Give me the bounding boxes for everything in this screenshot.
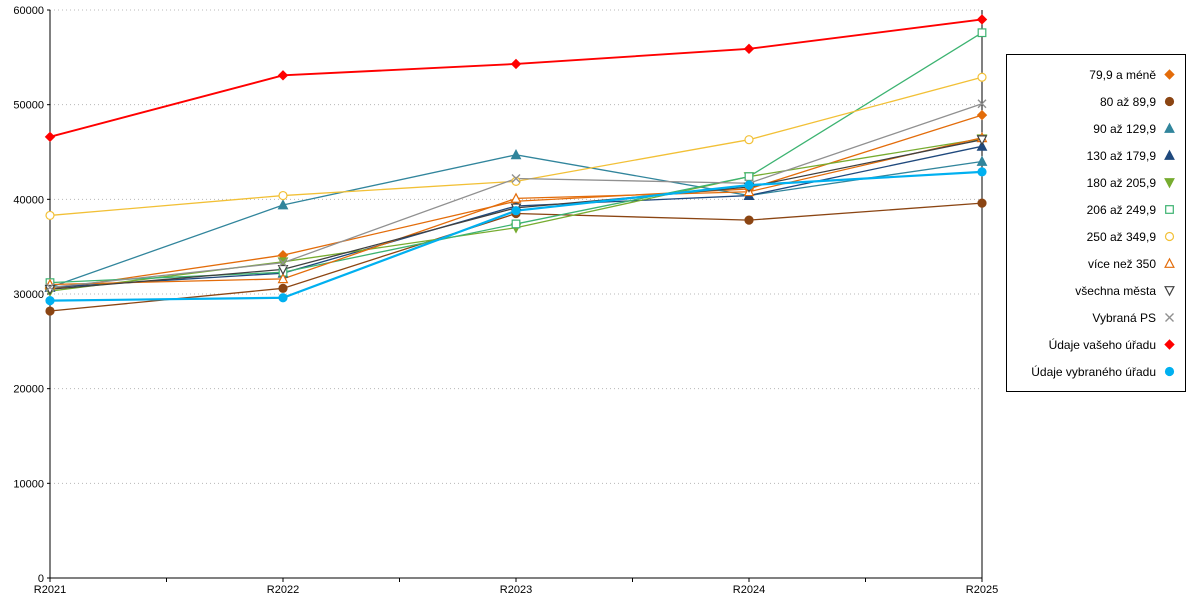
y-axis-label: 60000 xyxy=(13,5,44,17)
marker-square-icon xyxy=(744,172,754,182)
marker-triangle-up-icon xyxy=(277,272,289,284)
legend-label: 206 až 249,9 xyxy=(1086,202,1156,217)
marker-circle-icon xyxy=(45,210,55,221)
marker-circle-icon xyxy=(977,198,987,208)
marker-circle-icon xyxy=(511,176,521,186)
legend-item: 80 až 89,9 xyxy=(1015,93,1177,110)
legend-label: Údaje vašeho úřadu xyxy=(1048,337,1156,352)
marker-diamond-icon xyxy=(1164,339,1175,350)
legend-label: 90 až 129,9 xyxy=(1093,121,1156,136)
legend-marker-diamond-icon xyxy=(1164,339,1175,350)
legend-item: Údaje vybraného úřadu xyxy=(1015,363,1177,380)
marker-diamond-icon xyxy=(510,58,522,70)
legend-marker-circle-icon xyxy=(1164,231,1175,242)
marker-triangle-up-icon xyxy=(976,140,988,151)
marker-triangle-up-icon xyxy=(277,199,289,210)
y-axis-label: 0 xyxy=(38,573,44,585)
legend-item: Údaje vašeho úřadu xyxy=(1015,336,1177,353)
marker-circle-icon xyxy=(744,180,754,190)
legend-item: 90 až 129,9 xyxy=(1015,120,1177,137)
marker-diamond-icon xyxy=(277,70,289,81)
marker-circle-icon xyxy=(278,283,288,293)
x-axis-label: R2023 xyxy=(500,584,532,596)
legend-label: 250 až 349,9 xyxy=(1086,229,1156,244)
legend-item: 130 až 179,9 xyxy=(1015,147,1177,164)
x-axis-label: R2024 xyxy=(733,584,765,596)
marker-triangle-down-icon xyxy=(277,264,289,276)
x-axis-label: R2022 xyxy=(267,584,299,596)
legend-item: 250 až 349,9 xyxy=(1015,228,1177,245)
marker-triangle-up-icon xyxy=(510,192,522,203)
legend-marker-triangle-down-icon xyxy=(1164,286,1175,297)
y-axis-label: 40000 xyxy=(13,194,44,206)
legend-marker-x-icon xyxy=(1165,313,1174,322)
marker-triangle-up-icon xyxy=(1164,149,1175,160)
marker-circle-icon xyxy=(744,135,754,145)
legend-item: všechna města xyxy=(1015,282,1177,299)
legend-label: 180 až 205,9 xyxy=(1086,175,1156,190)
x-axis-label: R2025 xyxy=(966,584,998,596)
legend-item: 180 až 205,9 xyxy=(1015,174,1177,191)
legend-label: všechna města xyxy=(1075,283,1156,298)
legend-label: Vybraná PS xyxy=(1092,310,1156,325)
legend-marker-circle-icon xyxy=(1164,366,1175,377)
marker-x-icon xyxy=(278,258,288,268)
marker-circle-icon xyxy=(45,306,55,316)
legend-label: 79,9 a méně xyxy=(1089,67,1156,82)
legend-marker-triangle-down-icon xyxy=(1164,178,1175,189)
marker-triangle-up-icon xyxy=(1164,122,1175,133)
legend-marker-triangle-up-icon xyxy=(1164,122,1175,133)
marker-x-icon xyxy=(1165,313,1174,322)
marker-triangle-down-icon xyxy=(1164,178,1175,189)
line-chart: 0 10000 20000 30000 40000 50000 60000 R2021 R202… xyxy=(13,5,998,596)
series-line xyxy=(49,202,983,312)
legend-marker-circle-icon xyxy=(1164,96,1175,107)
y-axis-label: 10000 xyxy=(13,478,44,490)
legend-item: více než 350 xyxy=(1015,255,1177,272)
marker-circle-icon xyxy=(1164,96,1175,107)
y-axis-label: 30000 xyxy=(13,289,44,301)
marker-circle-icon xyxy=(278,190,288,201)
marker-triangle-up-icon xyxy=(1164,257,1175,268)
marker-triangle-down-icon xyxy=(1164,286,1175,297)
legend: 79,9 a méně 80 až 89,9 90 až 129,9 130 až 1… xyxy=(1006,54,1186,392)
legend-marker-square-icon xyxy=(1165,205,1174,214)
marker-square-icon xyxy=(977,28,987,38)
legend-marker-triangle-up-icon xyxy=(1164,149,1175,160)
marker-triangle-up-icon xyxy=(976,155,988,166)
legend-label: více než 350 xyxy=(1087,256,1156,271)
marker-circle-icon xyxy=(278,293,288,303)
marker-x-icon xyxy=(977,99,987,109)
marker-circle-icon xyxy=(511,206,521,216)
legend-item: Vybraná PS xyxy=(1015,309,1177,326)
marker-diamond-icon xyxy=(976,109,988,121)
marker-diamond-icon xyxy=(976,14,988,25)
marker-diamond-icon xyxy=(44,131,56,143)
marker-square-icon xyxy=(1165,205,1174,214)
y-axis-label: 50000 xyxy=(13,100,44,112)
marker-circle-icon xyxy=(977,167,987,177)
marker-circle-icon xyxy=(1164,366,1175,377)
legend-item: 79,9 a méně xyxy=(1015,66,1177,83)
marker-square-icon xyxy=(511,219,521,229)
legend-marker-diamond-icon xyxy=(1164,69,1175,80)
marker-diamond-icon xyxy=(1164,69,1175,80)
legend-item: 206 až 249,9 xyxy=(1015,201,1177,218)
legend-label: Údaje vybraného úřadu xyxy=(1031,364,1156,379)
marker-circle-icon xyxy=(977,72,987,82)
legend-label: 80 až 89,9 xyxy=(1099,94,1156,109)
legend-marker-triangle-up-icon xyxy=(1164,257,1175,268)
marker-circle-icon xyxy=(45,296,55,306)
marker-circle-icon xyxy=(744,215,754,225)
marker-triangle-up-icon xyxy=(510,148,522,160)
legend-label: 130 až 179,9 xyxy=(1086,148,1156,163)
marker-x-icon xyxy=(511,174,521,184)
x-axis-label: R2021 xyxy=(34,584,66,596)
marker-triangle-down-icon xyxy=(976,135,988,146)
y-axis-label: 20000 xyxy=(13,384,44,396)
marker-circle-icon xyxy=(1164,231,1175,242)
marker-x-icon xyxy=(45,282,55,292)
marker-diamond-icon xyxy=(743,43,755,55)
